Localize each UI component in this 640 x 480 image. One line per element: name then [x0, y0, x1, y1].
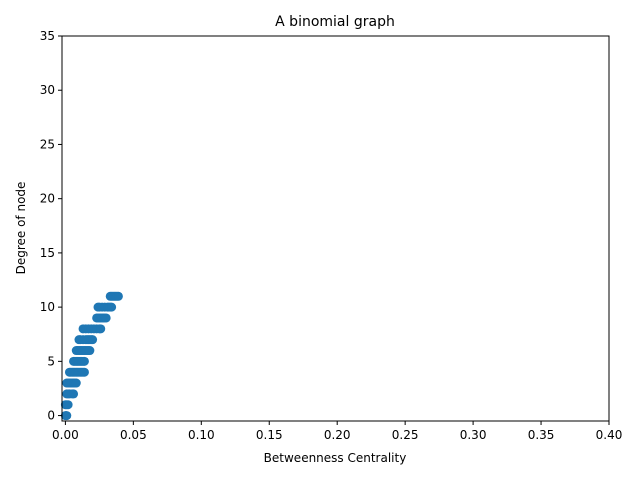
y-tick-label: 25: [40, 137, 55, 151]
data-point: [88, 335, 98, 345]
data-point: [101, 313, 111, 323]
x-tick-label: 0.15: [256, 428, 283, 442]
x-tick-label: 0.05: [120, 428, 147, 442]
data-point: [113, 291, 123, 301]
x-tick-label: 0.25: [392, 428, 419, 442]
y-tick-label: 0: [47, 409, 55, 423]
data-point: [96, 324, 106, 334]
y-tick-label: 15: [40, 246, 55, 260]
x-tick-label: 0.35: [528, 428, 555, 442]
x-tick-label: 0.00: [52, 428, 79, 442]
x-tick-label: 0.10: [188, 428, 215, 442]
y-tick-label: 35: [40, 29, 55, 43]
chart-title: A binomial graph: [275, 14, 395, 30]
y-tick-label: 5: [47, 354, 55, 368]
points-layer: [60, 291, 123, 421]
data-point: [79, 356, 89, 366]
data-point: [71, 378, 81, 388]
x-tick-label: 0.20: [324, 428, 351, 442]
y-tick-label: 10: [40, 300, 55, 314]
data-point: [107, 302, 117, 312]
x-axis-label: Betweenness Centrality: [264, 451, 407, 465]
data-point: [79, 367, 89, 377]
plot-frame: [61, 35, 610, 422]
y-tick-label: 20: [40, 192, 55, 206]
ticks-layer: 0.00 0.05 0.10 0.15 0.20 0.25 0.30 0.35 0.40 0 5 10…: [40, 29, 623, 442]
y-axis-label: Degree of node: [14, 182, 28, 275]
x-tick-label: 0.40: [596, 428, 623, 442]
data-point: [69, 389, 79, 399]
y-tick-label: 30: [40, 83, 55, 97]
data-point: [62, 411, 72, 421]
data-point: [85, 346, 95, 356]
data-point: [63, 400, 73, 410]
x-tick-label: 0.30: [460, 428, 487, 442]
